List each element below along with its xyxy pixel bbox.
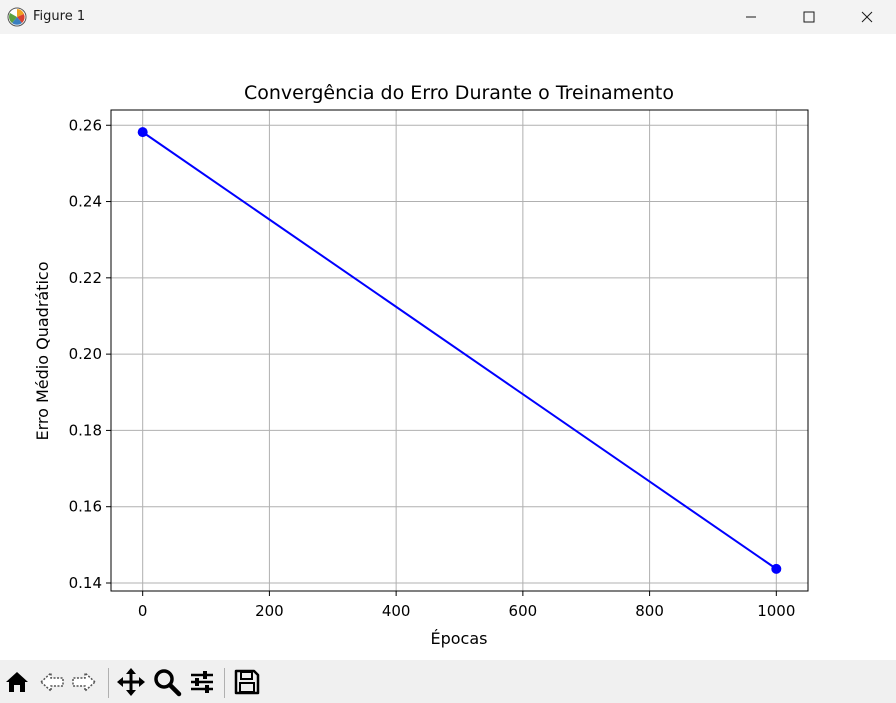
- x-tick-label: 800: [635, 602, 664, 620]
- line-chart: 0 200 400 600 800 1000 0.14 0.16 0.18 0.20 0.22 0.2…: [33, 82, 809, 648]
- chart-title: Convergência do Erro Durante o Treinamen…: [244, 82, 674, 104]
- forward-arrow-icon: [72, 671, 97, 693]
- y-axis-label: Erro Médio Quadrático: [33, 261, 52, 440]
- configure-subplots-button[interactable]: [186, 666, 218, 698]
- pan-button[interactable]: [115, 666, 147, 698]
- home-icon: [6, 672, 28, 692]
- data-point-marker: [137, 127, 148, 138]
- axis-ticks: 0 200 400 600 800 1000 0.14 0.16 0.18 0.20 0.22 0.2…: [69, 116, 796, 620]
- zoom-magnifier-icon: [154, 669, 182, 697]
- toolbar-separator: [108, 668, 109, 698]
- grid-lines: [111, 110, 808, 591]
- forward-button[interactable]: [68, 666, 100, 698]
- figure-canvas[interactable]: 0 200 400 600 800 1000 0.14 0.16 0.18 0.20 0.22 0.2…: [0, 34, 896, 660]
- x-axis-label: Épocas: [431, 629, 488, 648]
- y-tick-label: 0.16: [69, 498, 102, 516]
- zoom-button[interactable]: [151, 666, 183, 698]
- data-point-marker: [771, 563, 782, 574]
- maximize-icon: [803, 11, 815, 23]
- pan-move-icon: [117, 668, 145, 696]
- matplotlib-logo-icon: [7, 7, 27, 27]
- close-button[interactable]: [838, 0, 896, 34]
- back-arrow-icon: [39, 671, 64, 693]
- save-button[interactable]: [231, 666, 263, 698]
- configure-subplots-icon: [191, 671, 213, 693]
- y-tick-label: 0.24: [69, 193, 102, 211]
- navigation-toolbar: [0, 660, 896, 703]
- plot-frame: [110, 109, 809, 592]
- y-tick-label: 0.14: [69, 574, 102, 592]
- minimize-button[interactable]: [722, 0, 780, 34]
- y-tick-label: 0.26: [69, 116, 102, 134]
- minimize-icon: [746, 16, 756, 18]
- window-titlebar: Figure 1: [0, 0, 896, 34]
- window-title: Figure 1: [33, 9, 86, 24]
- x-tick-label: 0: [138, 602, 148, 620]
- y-tick-label: 0.22: [69, 269, 102, 287]
- x-tick-label: 600: [509, 602, 538, 620]
- y-tick-label: 0.20: [69, 345, 102, 363]
- toolbar-separator: [224, 668, 225, 698]
- save-floppy-icon: [234, 669, 260, 695]
- y-tick-label: 0.18: [69, 421, 102, 439]
- close-icon: [861, 11, 873, 23]
- x-tick-label: 1000: [757, 602, 795, 620]
- series-line: [142, 131, 777, 570]
- home-button[interactable]: [1, 666, 33, 698]
- series-layer: [137, 127, 782, 574]
- x-tick-label: 400: [382, 602, 411, 620]
- maximize-button[interactable]: [780, 0, 838, 34]
- back-button[interactable]: [36, 666, 68, 698]
- x-tick-label: 200: [255, 602, 284, 620]
